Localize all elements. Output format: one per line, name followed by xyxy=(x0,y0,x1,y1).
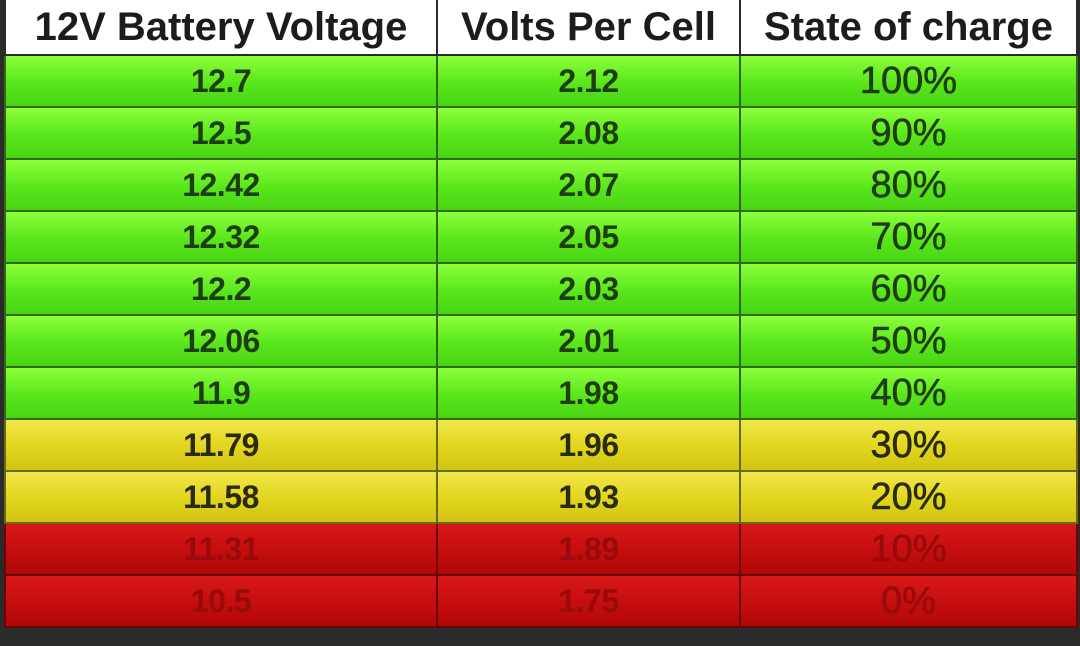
table-row: 12.32 2.05 70% xyxy=(4,210,1078,264)
state-of-charge-cell: 80% xyxy=(739,158,1078,212)
battery-charge-table: 12V Battery Voltage Volts Per Cell State… xyxy=(4,0,1078,628)
battery-voltage-cell: 10.5 xyxy=(4,574,438,628)
state-of-charge-cell: 100% xyxy=(739,54,1078,108)
table-row: 11.31 1.89 10% xyxy=(4,522,1078,576)
state-of-charge-cell: 60% xyxy=(739,262,1078,316)
battery-voltage-cell: 12.2 xyxy=(4,262,438,316)
header-battery-voltage: 12V Battery Voltage xyxy=(4,0,438,56)
state-of-charge-cell: 30% xyxy=(739,418,1078,472)
table-row: 10.5 1.75 0% xyxy=(4,574,1078,628)
volts-per-cell-cell: 2.03 xyxy=(436,262,741,316)
volts-per-cell-cell: 1.75 xyxy=(436,574,741,628)
battery-voltage-cell: 11.58 xyxy=(4,470,438,524)
volts-per-cell-cell: 1.96 xyxy=(436,418,741,472)
volts-per-cell-cell: 1.93 xyxy=(436,470,741,524)
table-row: 11.58 1.93 20% xyxy=(4,470,1078,524)
table-row: 12.2 2.03 60% xyxy=(4,262,1078,316)
volts-per-cell-cell: 2.08 xyxy=(436,106,741,160)
battery-voltage-cell: 11.79 xyxy=(4,418,438,472)
state-of-charge-cell: 90% xyxy=(739,106,1078,160)
battery-voltage-cell: 12.42 xyxy=(4,158,438,212)
volts-per-cell-cell: 2.01 xyxy=(436,314,741,368)
volts-per-cell-cell: 2.12 xyxy=(436,54,741,108)
battery-voltage-cell: 12.06 xyxy=(4,314,438,368)
volts-per-cell-cell: 2.05 xyxy=(436,210,741,264)
volts-per-cell-cell: 1.98 xyxy=(436,366,741,420)
battery-voltage-cell: 12.7 xyxy=(4,54,438,108)
state-of-charge-cell: 40% xyxy=(739,366,1078,420)
battery-voltage-cell: 12.32 xyxy=(4,210,438,264)
state-of-charge-cell: 70% xyxy=(739,210,1078,264)
state-of-charge-cell: 50% xyxy=(739,314,1078,368)
state-of-charge-cell: 20% xyxy=(739,470,1078,524)
table-row: 11.9 1.98 40% xyxy=(4,366,1078,420)
table-row: 12.42 2.07 80% xyxy=(4,158,1078,212)
battery-voltage-cell: 11.9 xyxy=(4,366,438,420)
volts-per-cell-cell: 1.89 xyxy=(436,522,741,576)
state-of-charge-cell: 10% xyxy=(739,522,1078,576)
battery-voltage-cell: 12.5 xyxy=(4,106,438,160)
header-volts-per-cell: Volts Per Cell xyxy=(436,0,741,56)
header-state-of-charge: State of charge xyxy=(739,0,1078,56)
table-row: 12.06 2.01 50% xyxy=(4,314,1078,368)
state-of-charge-cell: 0% xyxy=(739,574,1078,628)
table-row: 12.5 2.08 90% xyxy=(4,106,1078,160)
header-row: 12V Battery Voltage Volts Per Cell State… xyxy=(4,0,1078,56)
volts-per-cell-cell: 2.07 xyxy=(436,158,741,212)
table-row: 12.7 2.12 100% xyxy=(4,54,1078,108)
table-row: 11.79 1.96 30% xyxy=(4,418,1078,472)
battery-voltage-cell: 11.31 xyxy=(4,522,438,576)
